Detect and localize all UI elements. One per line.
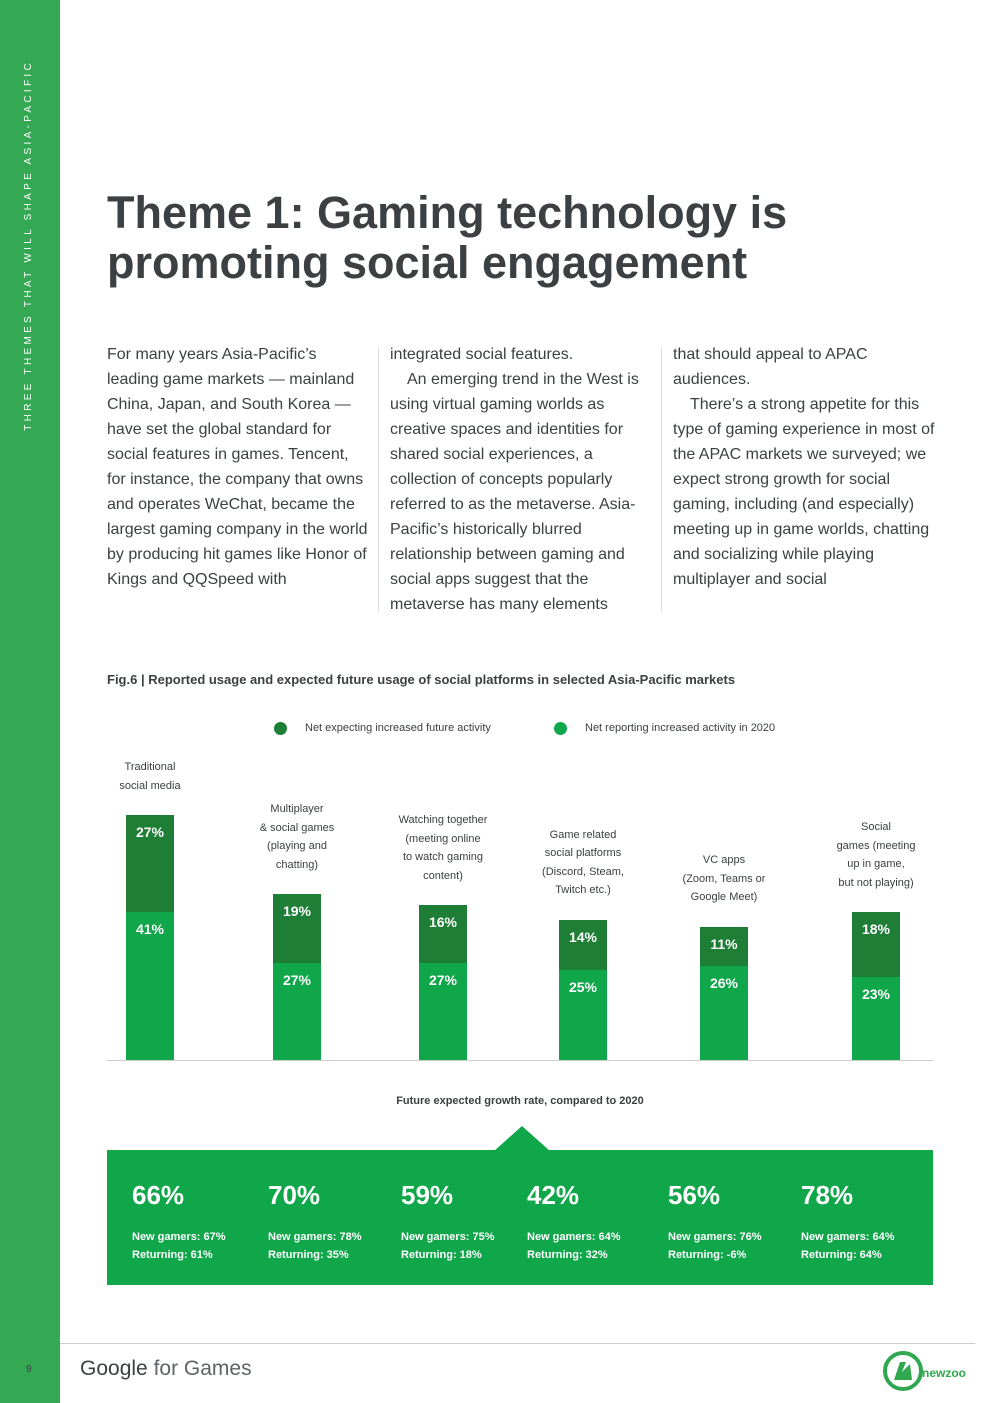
value-label: 25% [568,979,598,995]
baseline [107,1060,933,1061]
side-band [0,0,60,1403]
value-label: 14% [568,928,598,945]
bar-segment [126,815,174,913]
brand: Google for Games [80,1357,252,1381]
value-label: 41% [135,921,165,938]
paragraph: integrated social features. [390,346,574,363]
value-label: 27% [428,971,458,988]
category-label: VC apps (Zoom, Teams or Google Meet) [682,854,766,904]
growth-returning: Returning: 18% [401,1249,482,1261]
text-column: integrated social features. An emerging t… [390,342,652,617]
paragraph: that should appeal to APAC audiences. [673,346,868,388]
bar-segment [852,912,900,978]
growth-rate: 70% [268,1180,321,1210]
logo: newzoo [883,1351,966,1391]
value-label: 19% [282,903,312,920]
value-label: 27% [135,824,165,841]
paragraph: There’s a strong appetite for this type … [673,396,935,588]
growth-new: New gamers: 76% [668,1231,762,1243]
category-label: Traditional social media [119,761,181,792]
value-label: 11% [710,935,738,952]
growth-title: Future expected growth rate, compared to… [396,1095,644,1107]
growth-new: New gamers: 78% [268,1231,362,1243]
legend-label: Net expecting increased future activity [305,722,491,734]
bar-segment [419,962,467,1060]
growth-rate: 56% [668,1180,721,1210]
growth-returning: Returning: 35% [268,1249,349,1261]
growth-rate: 42% [527,1180,580,1210]
bar-segment [559,970,607,1060]
legend-swatch [554,722,567,735]
growth-returning: Returning: 64% [801,1249,882,1261]
category-label: Multiplayer & social games (playing and … [259,803,335,871]
legend-label: Net reporting increased activity in 2020 [585,722,776,734]
logo-text: newzoo [922,1366,966,1380]
growth-rate: 66% [132,1180,185,1210]
growth-returning: Returning: -6% [668,1249,747,1261]
growth-rate: 59% [401,1180,454,1210]
bar-segment [852,977,900,1060]
growth-new: New gamers: 64% [801,1231,895,1243]
paragraph: For many years Asia-Pacific’s leading ga… [107,346,368,588]
value-label: 27% [282,971,312,988]
growth-rate: 78% [801,1180,854,1210]
value-label: 26% [709,975,739,992]
footer-rule [60,1343,975,1344]
legend-swatch [274,722,287,735]
column-rule [378,347,379,611]
bar-segment [273,894,321,963]
category-label: Game related social platforms (Discord, … [542,828,624,897]
pointer [494,1126,550,1151]
bar-segment [559,919,607,970]
growth-returning: Returning: 32% [527,1249,608,1261]
brand-google: Google [80,1357,148,1380]
value-label: 18% [861,921,891,938]
growth-new: New gamers: 75% [401,1231,495,1243]
bar-segment [700,966,748,1060]
growth-new: New gamers: 64% [527,1231,621,1243]
value-label: 23% [861,986,891,1003]
growth-panel [107,1150,933,1285]
side-label: THREE THEMES THAT WILL SHAPE ASIA-PACIFI… [23,60,34,431]
growth-returning: Returning: 61% [132,1249,213,1261]
category-label: Watching together (meeting online to wat… [398,814,488,882]
bar-segment [273,962,321,1060]
text-column: that should appeal to APAC audiences. The… [673,342,935,592]
figure-caption: Fig.6 | Reported usage and expected futu… [107,672,736,687]
growth-new: New gamers: 67% [132,1231,226,1243]
brand-games: for Games [153,1357,252,1380]
column-rule [661,347,662,611]
page-number: 9 [26,1364,32,1375]
bar-segment [700,926,748,967]
paragraph: An emerging trend in the West is using v… [390,371,639,613]
bar-segment [126,912,174,1060]
page-title: Theme 1: Gaming technology is promoting … [107,187,788,288]
bar-segment [419,905,467,963]
category-label: Social games (meeting up in game, but no… [836,821,916,889]
value-label: 16% [428,914,458,931]
text-column: For many years Asia-Pacific’s leading ga… [107,342,369,592]
